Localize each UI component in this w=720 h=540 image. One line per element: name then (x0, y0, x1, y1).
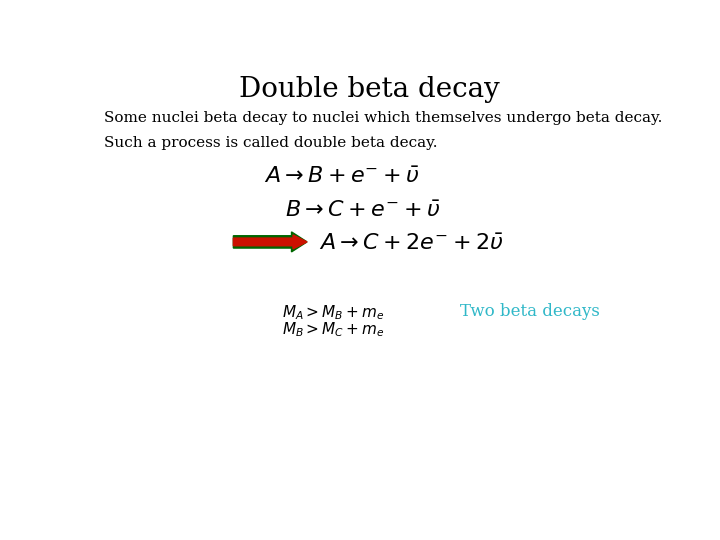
Text: $A \rightarrow B + e^{-} + \bar{\upsilon}$: $A \rightarrow B + e^{-} + \bar{\upsilon… (264, 166, 420, 188)
Text: $B \rightarrow C + e^{-} + \bar{\upsilon}$: $B \rightarrow C + e^{-} + \bar{\upsilon… (285, 200, 441, 221)
Text: $A \rightarrow C + 2e^{-} + 2\bar{\upsilon}$: $A \rightarrow C + 2e^{-} + 2\bar{\upsil… (319, 233, 503, 255)
FancyArrow shape (233, 235, 307, 249)
FancyArrow shape (233, 232, 307, 252)
Text: Double beta decay: Double beta decay (238, 76, 500, 103)
Text: $M_{A} > M_{B} + m_{e}$: $M_{A} > M_{B} + m_{e}$ (282, 303, 384, 322)
Text: $M_{B} > M_{C} + m_{e}$: $M_{B} > M_{C} + m_{e}$ (282, 320, 384, 339)
Text: Such a process is called double beta decay.: Such a process is called double beta dec… (104, 136, 438, 150)
Text: Two beta decays: Two beta decays (461, 303, 600, 321)
Text: Some nuclei beta decay to nuclei which themselves undergo beta decay.: Some nuclei beta decay to nuclei which t… (104, 111, 662, 125)
